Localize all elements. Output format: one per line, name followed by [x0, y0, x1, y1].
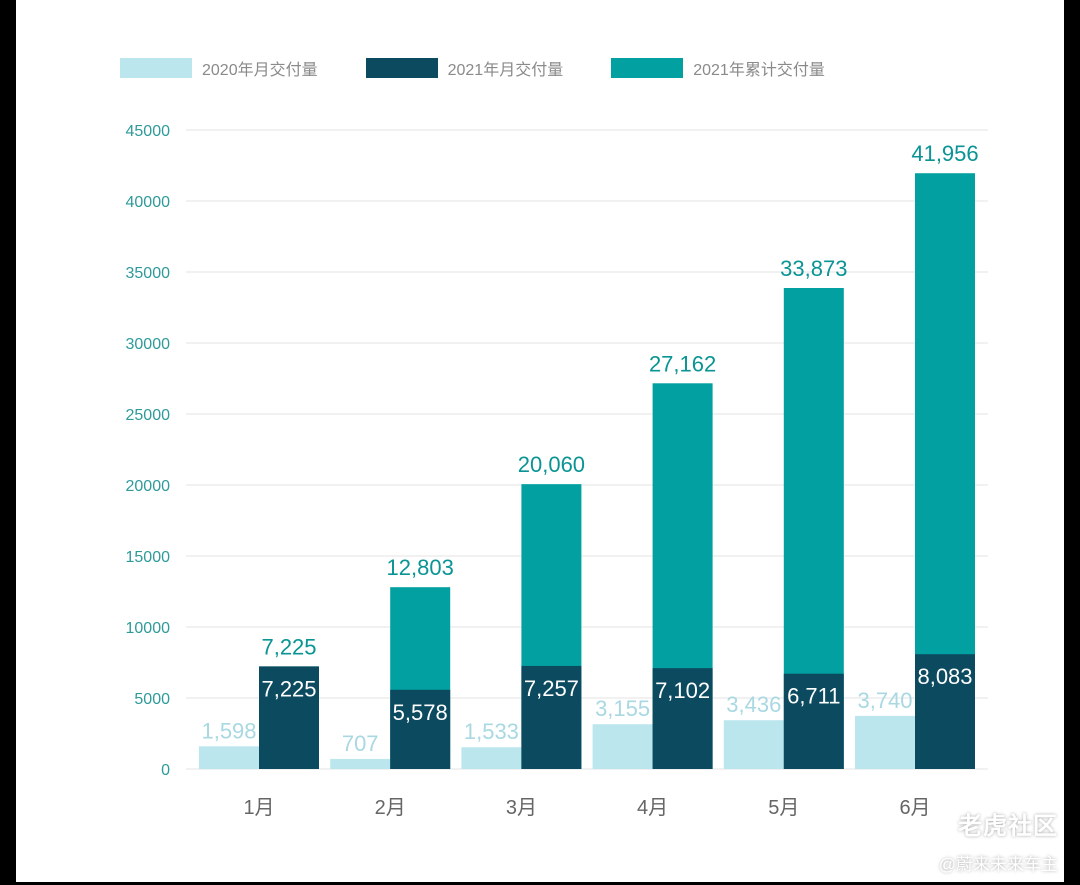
bar-2020-monthly-1: [199, 746, 259, 769]
data-label-2021-monthly-5: 6,711: [787, 684, 840, 709]
y-tick-label-20000: 20000: [126, 478, 171, 495]
y-tick-label-45000: 45000: [126, 123, 171, 140]
y-tick-label-25000: 25000: [126, 407, 171, 424]
bottom-frame-border: [0, 882, 1080, 885]
data-label-2021-cumulative-2: 12,803: [387, 555, 454, 580]
y-tick-label-5000: 5000: [134, 691, 170, 708]
x-tick-label-4: 4月: [637, 797, 668, 819]
data-label-2020-monthly-3: 1,533: [464, 719, 519, 744]
data-label-2021-monthly-4: 7,102: [655, 678, 710, 703]
data-label-2021-cumulative-6: 41,956: [911, 141, 978, 166]
legend-item-2021-cumulative: 2021年累计交付量: [611, 56, 825, 80]
x-tick-label-5: 5月: [768, 797, 799, 819]
bar-2021-monthly-2: [390, 689, 451, 769]
bar-2020-monthly-4: [592, 724, 653, 769]
bar-2021-monthly-6: [915, 654, 975, 769]
data-label-2021-monthly-6: 8,083: [917, 664, 972, 689]
bar-2020-monthly-3: [461, 747, 522, 769]
data-label-2021-cumulative-5: 33,873: [780, 256, 847, 281]
legend-label-2020-monthly: 2020年月交付量: [202, 62, 318, 79]
data-label-2020-monthly-2: 707: [342, 731, 379, 756]
watermark-user-text: @蔚来未来车主: [938, 855, 1058, 874]
legend-swatch-2021-cumulative: [611, 58, 684, 78]
data-label-2021-cumulative-3: 20,060: [518, 452, 585, 477]
data-label-2021-monthly-1: 7,225: [261, 676, 316, 701]
right-frame-border: [1064, 0, 1080, 885]
data-label-2021-cumulative-1: 7,225: [261, 634, 316, 659]
bar-2021-monthly-1: [259, 666, 319, 769]
bar-2021-monthly-3: [521, 665, 582, 769]
data-label-2020-monthly-6: 3,740: [857, 688, 912, 713]
watermark-logo-text: 老虎社区: [958, 813, 1058, 840]
y-tick-label-35000: 35000: [126, 265, 171, 282]
y-tick-label-30000: 30000: [126, 336, 171, 353]
legend-label-2021-cumulative: 2021年累计交付量: [693, 62, 825, 79]
legend-item-2021-monthly: 2021年月交付量: [365, 56, 564, 80]
data-label-2020-monthly-1: 1,598: [201, 718, 256, 743]
legend-swatch-2021-monthly: [365, 58, 438, 78]
data-label-2020-monthly-4: 3,155: [595, 696, 650, 721]
legend-item-2020-monthly: 2020年月交付量: [120, 56, 318, 80]
x-tick-label-6: 6月: [899, 797, 930, 819]
bar-2021-monthly-4: [652, 668, 713, 769]
bar-2021-monthly-5: [783, 673, 844, 769]
y-tick-label-40000: 40000: [126, 194, 171, 211]
y-tick-label-15000: 15000: [126, 549, 171, 566]
left-frame-border: [0, 0, 16, 885]
data-label-2021-monthly-2: 5,578: [393, 700, 448, 725]
x-tick-label-3: 3月: [506, 797, 537, 819]
x-tick-label-1: 1月: [243, 797, 274, 819]
chart-legend: 2020年月交付量 2021年月交付量 2021年累计交付量: [120, 56, 873, 80]
data-label-2020-monthly-5: 3,436: [726, 692, 781, 717]
y-tick-label-10000: 10000: [126, 620, 171, 637]
bar-2020-monthly-6: [855, 715, 915, 769]
y-tick-label-0: 0: [161, 762, 170, 779]
bar-2020-monthly-5: [723, 720, 784, 769]
bar-2020-monthly-2: [330, 758, 391, 769]
data-label-2021-cumulative-4: 27,162: [649, 351, 716, 376]
legend-label-2021-monthly: 2021年月交付量: [447, 62, 564, 79]
data-label-2021-monthly-3: 7,257: [524, 676, 579, 701]
legend-swatch-2020-monthly: [120, 58, 192, 78]
x-tick-label-2: 2月: [375, 797, 406, 819]
